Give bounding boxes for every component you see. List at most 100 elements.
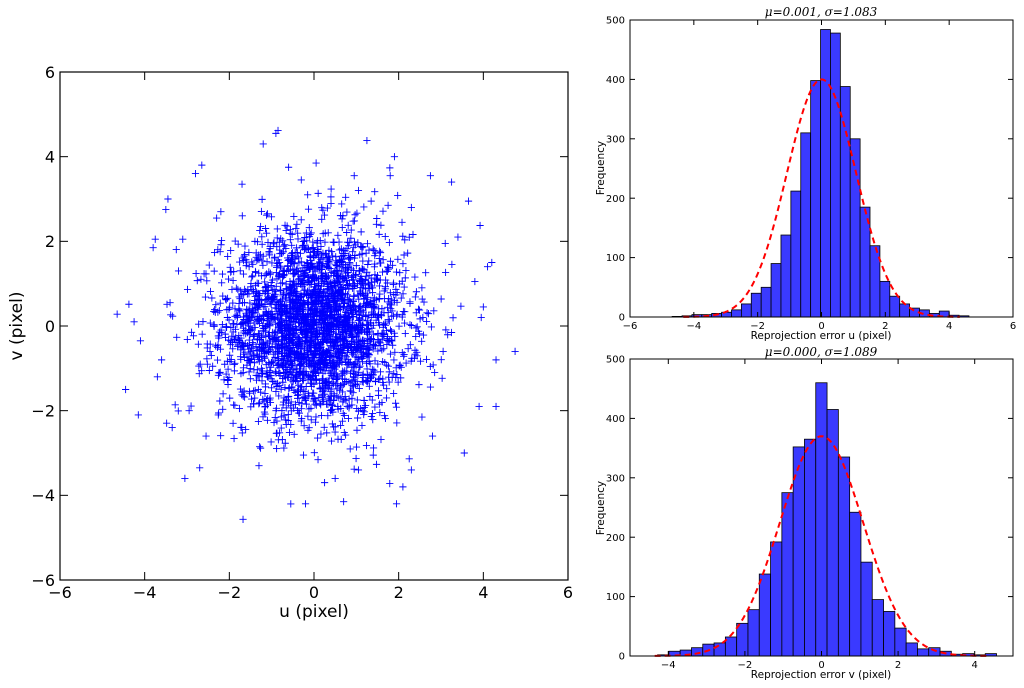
scatter-point [347,343,355,351]
scatter-point [348,394,356,402]
scatter-point [300,314,308,322]
scatter-point [158,356,166,364]
scatter-point [418,295,426,303]
scatter-point [298,415,306,423]
scatter-point [273,225,281,233]
scatter-point [163,300,171,308]
scatter-point [256,444,265,452]
scatter-point [348,401,356,409]
scatter-point [265,321,273,329]
scatter-point [318,312,326,321]
histogram-v-x-tick-label: 4 [972,660,978,671]
scatter-point [309,397,317,405]
histogram-v-x-tick-label: 2 [895,660,901,671]
scatter-point [288,383,296,391]
scatter-point [386,480,394,488]
scatter-point [364,260,372,269]
scatter-point [330,323,338,331]
scatter-point [386,350,395,358]
scatter-point [368,409,377,418]
scatter-point [238,429,246,437]
scatter-point [192,269,200,278]
scatter-point [295,391,303,399]
scatter-point [326,318,334,327]
scatter-point [174,407,182,415]
scatter-point [317,323,325,331]
scatter-point [367,373,376,381]
scatter-point [392,285,400,293]
scatter-point [213,356,222,364]
scatter-point [460,449,468,457]
scatter-point [281,221,289,229]
scatter-point [270,292,278,301]
scatter-point [179,235,187,243]
scatter-point [287,407,295,415]
scatter-point [282,335,290,343]
scatter-point [352,353,360,361]
scatter-point [130,318,138,326]
scatter-point [402,266,410,275]
scatter-point [320,211,329,219]
scatter-point [193,277,201,285]
scatter-point [396,269,404,277]
scatter-point [296,249,305,257]
scatter-point [244,345,252,353]
histogram-u-y-axis-label: Frequency [595,141,607,195]
scatter-point [376,276,384,284]
scatter-point [358,306,366,314]
scatter-point [349,370,357,378]
scatter-point [389,280,397,289]
scatter-point [307,361,315,370]
scatter-point [298,280,306,289]
scatter-point [261,271,269,280]
scatter-point [353,414,362,422]
scatter-point [227,323,235,332]
scatter-point [300,286,308,294]
scatter-point [232,284,240,292]
scatter-point [218,270,227,278]
scatter-point [305,424,313,432]
scatter-point [292,266,301,274]
scatter-point [273,417,281,425]
scatter-point [305,357,314,365]
scatter-point [272,320,280,328]
scatter-point [245,341,253,349]
scatter-point [280,352,289,360]
scatter-point [362,441,371,450]
scatter-point [268,259,276,267]
scatter-point [218,279,226,287]
scatter-point [397,363,405,371]
scatter-point [227,246,235,255]
scatter-point [354,328,362,336]
scatter-point [275,271,283,279]
scatter-point [476,221,484,230]
scatter-point [329,402,337,410]
scatter-point [301,244,309,252]
scatter-point [307,404,315,412]
scatter-panel: −6 −4 −2 0 2 4 6 −6 −4 −2 0 2 4 6 u (pixel) v (pixel) [7,63,573,622]
scatter-point [216,397,224,405]
scatter-point [329,279,337,287]
scatter-point [394,191,402,200]
scatter-point [350,172,358,180]
scatter-point [259,316,267,324]
scatter-point [343,367,351,375]
scatter-point [360,396,368,404]
scatter-point [380,309,388,317]
scatter-point [221,360,229,368]
scatter-point [252,268,260,277]
scatter-point [237,287,245,295]
scatter-point [307,277,315,285]
scatter-point [306,265,314,273]
scatter-point [369,415,377,424]
histogram-v-y-tick-label: 0 [619,652,625,663]
scatter-point [279,401,287,409]
scatter-point [374,347,382,355]
scatter-point [302,367,310,375]
scatter-point [387,298,395,306]
histogram-u-x-tick-label: 0 [818,321,824,332]
scatter-point [375,339,383,347]
scatter-point [371,310,379,318]
scatter-point [310,344,319,352]
scatter-point [266,269,274,277]
